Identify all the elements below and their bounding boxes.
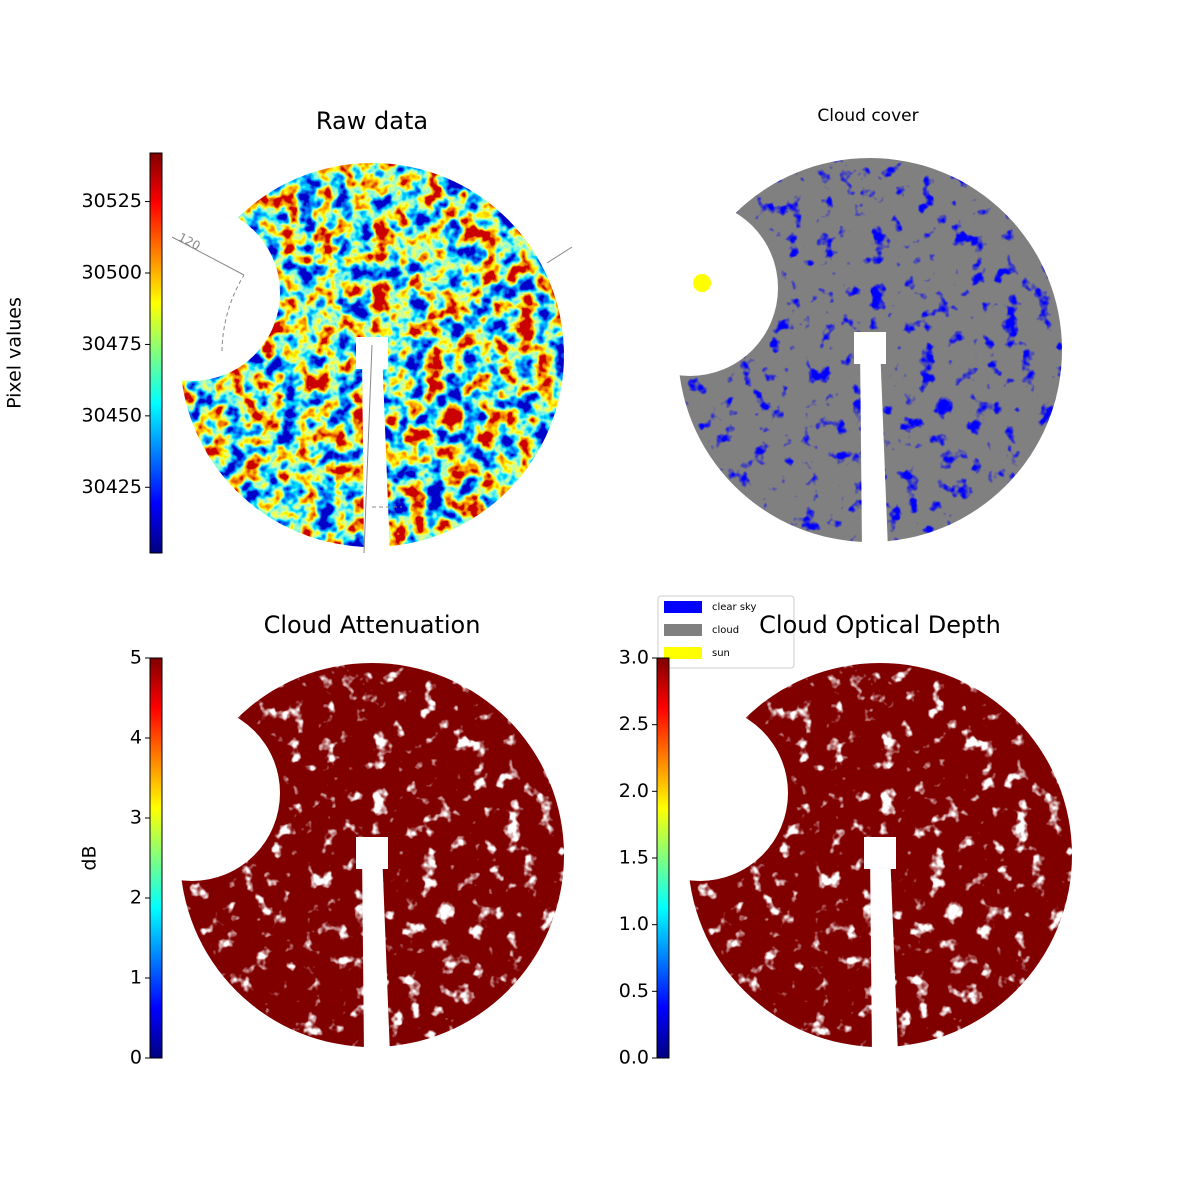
colorbar-label: dB [79, 845, 101, 870]
colorbar-tick-label: 0.0 [619, 1047, 649, 1069]
colorbar-tick-label: 3.0 [619, 647, 649, 669]
sky-image [670, 150, 1070, 550]
sky-image [680, 655, 1080, 1055]
colorbar-tick-label: 1.0 [619, 913, 649, 935]
panel-title: Raw data [316, 107, 428, 135]
colorbar-tick-label: 30475 [82, 333, 142, 355]
legend-swatch [664, 624, 702, 636]
colorbar-tick-label: 0 [130, 1047, 142, 1069]
colorbar [656, 657, 670, 1059]
polar-grid [171, 236, 245, 276]
legend-swatch [664, 601, 702, 613]
colorbar-tick-label: 3 [130, 807, 142, 829]
colorbar-tick-label: 2 [130, 887, 142, 909]
legend: clear sky cloud sun [657, 595, 795, 669]
colorbar [149, 657, 163, 1059]
legend-label: sun [712, 648, 730, 659]
legend-label: clear sky [712, 602, 756, 613]
colorbar-tick-label: 30525 [82, 190, 142, 212]
sun-marker [693, 274, 711, 292]
colorbar-tick-label: 2.5 [619, 713, 649, 735]
sky-image [172, 655, 572, 1055]
sky-texture [680, 655, 1080, 1055]
colorbar-tick-label: 30500 [82, 262, 142, 284]
panel: 120 [171, 155, 573, 555]
legend-label: cloud [712, 625, 739, 636]
colorbar-label: Pixel values [4, 297, 26, 409]
panel [680, 655, 1080, 1055]
colorbar-tick-label: 5 [130, 647, 142, 669]
colorbar-tick-label: 1.5 [619, 847, 649, 869]
polar-grid [363, 344, 373, 554]
colorbar-tick-label: 30450 [82, 404, 142, 426]
colorbar-tick-label: 1 [130, 967, 142, 989]
panel-title: Cloud Optical Depth [759, 611, 1001, 639]
colorbar-tick-label: 30425 [82, 476, 142, 498]
polar-grid [546, 246, 573, 264]
colorbar-tick-label: 4 [130, 727, 142, 749]
panel-title: Cloud cover [817, 106, 918, 126]
panel-title: Cloud Attenuation [264, 611, 481, 639]
panel [670, 150, 1070, 550]
colorbar [149, 152, 163, 554]
sky-texture [172, 655, 572, 1055]
panel [172, 655, 572, 1055]
sky-texture [670, 150, 1070, 550]
polar-grid [221, 274, 245, 352]
colorbar-tick-label: 0.5 [619, 980, 649, 1002]
colorbar-tick-label: 2.0 [619, 780, 649, 802]
